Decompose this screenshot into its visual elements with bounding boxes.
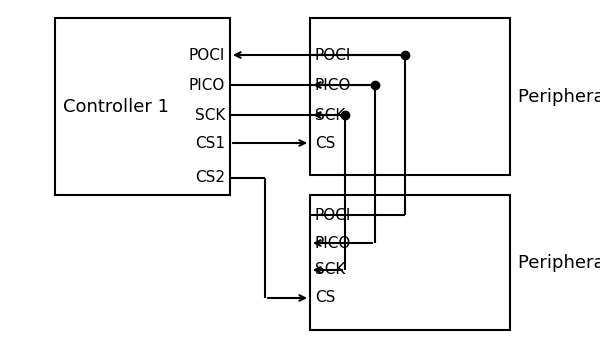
Text: Controller 1: Controller 1 xyxy=(63,98,169,116)
Text: SCK: SCK xyxy=(315,108,346,122)
Text: Peripheral 2: Peripheral 2 xyxy=(518,254,600,272)
Text: POCI: POCI xyxy=(188,47,225,63)
Text: CS: CS xyxy=(315,291,335,306)
Text: PICO: PICO xyxy=(188,78,225,92)
Text: PICO: PICO xyxy=(315,78,352,92)
Bar xyxy=(310,195,510,330)
Text: SCK: SCK xyxy=(194,108,225,122)
Text: CS2: CS2 xyxy=(195,171,225,185)
Text: CS1: CS1 xyxy=(195,136,225,151)
Text: POCI: POCI xyxy=(315,47,352,63)
Text: Peripheral 1: Peripheral 1 xyxy=(518,88,600,106)
Bar xyxy=(55,18,230,195)
Text: PICO: PICO xyxy=(315,236,352,251)
Text: SCK: SCK xyxy=(315,263,346,277)
Bar xyxy=(310,18,510,175)
Text: CS: CS xyxy=(315,136,335,151)
Text: POCI: POCI xyxy=(315,208,352,222)
